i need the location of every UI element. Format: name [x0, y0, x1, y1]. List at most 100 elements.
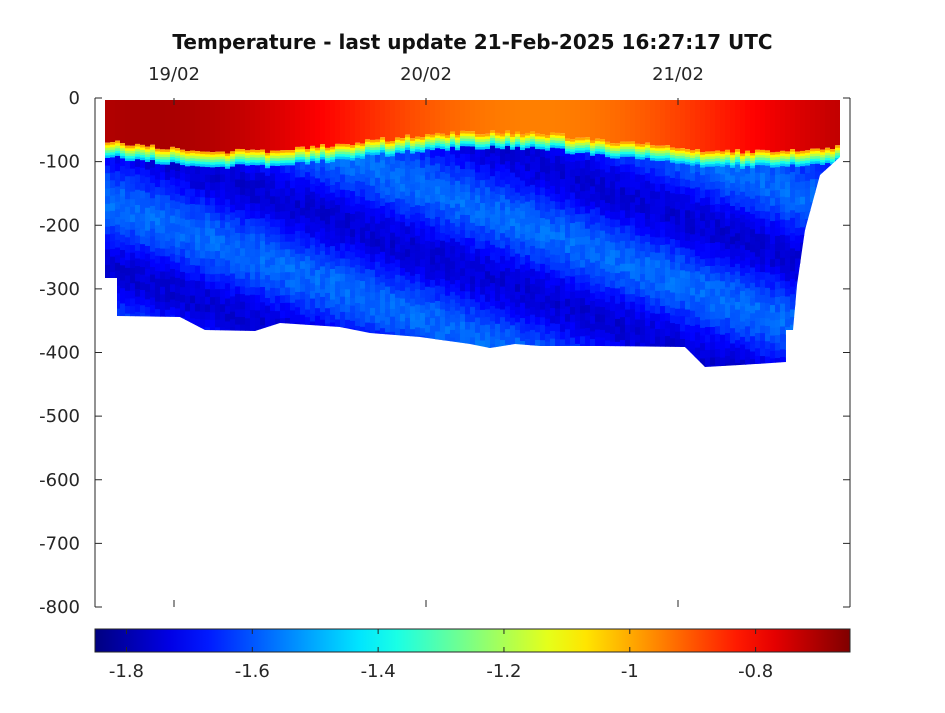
heatmap-cell [515, 284, 521, 293]
heatmap-cell [275, 303, 281, 312]
heatmap-cell [245, 295, 251, 304]
heatmap-cell [780, 280, 786, 289]
heatmap-cell [365, 261, 371, 270]
heatmap-cell [465, 222, 471, 231]
heatmap-cell [305, 164, 311, 173]
heatmap-cell [620, 371, 626, 379]
heatmap-cell [265, 290, 271, 299]
heatmap-cell [595, 268, 601, 277]
heatmap-cell [490, 145, 496, 154]
heatmap-cell [420, 244, 426, 253]
heatmap-cell [585, 282, 591, 291]
heatmap-cell [330, 154, 336, 158]
heatmap-cell [160, 309, 166, 318]
heatmap-cell [475, 172, 481, 181]
heatmap-cell [475, 187, 481, 196]
heatmap-cell [660, 321, 666, 330]
heatmap-cell [385, 332, 391, 341]
heatmap-cell [365, 152, 371, 156]
heatmap-cell [765, 280, 771, 289]
heatmap-cell [405, 279, 411, 288]
heatmap-cell [440, 294, 446, 303]
heatmap-cell [260, 162, 266, 166]
heatmap-cell [635, 342, 641, 351]
heatmap-cell [520, 211, 526, 220]
heatmap-cell [480, 139, 486, 143]
heatmap-cell [790, 217, 796, 227]
heatmap-cell [240, 225, 246, 234]
heatmap-cell [130, 237, 136, 246]
heatmap-cell [525, 171, 531, 180]
heatmap-cell [150, 343, 156, 352]
heatmap-cell [730, 162, 736, 166]
heatmap-cell [420, 139, 426, 143]
heatmap-cell [180, 264, 186, 273]
heatmap-cell [180, 187, 186, 197]
heatmap-cell [195, 326, 201, 335]
heatmap-cell [485, 149, 491, 158]
heatmap-cell [275, 227, 281, 236]
heatmap-cell [250, 203, 256, 212]
heatmap-cell [575, 244, 581, 253]
heatmap-cell [595, 368, 601, 376]
heatmap-cell [270, 196, 276, 205]
heatmap-cell [305, 340, 311, 349]
heatmap-cell [140, 274, 146, 283]
heatmap-cell [155, 248, 161, 257]
heatmap-cell [665, 290, 671, 299]
heatmap-cell [585, 190, 591, 199]
heatmap-cell [275, 280, 281, 289]
heatmap-cell [470, 253, 476, 262]
heatmap-cell [110, 203, 116, 212]
heatmap-cell [800, 273, 806, 282]
heatmap-cell [560, 270, 566, 279]
heatmap-cell [345, 167, 351, 176]
heatmap-cell [585, 147, 591, 151]
heatmap-cell [395, 160, 401, 169]
heatmap-cell [765, 150, 771, 154]
heatmap-cell [590, 150, 596, 154]
heatmap-cell [515, 261, 521, 270]
heatmap-cell [535, 100, 541, 134]
heatmap-cell [195, 357, 201, 366]
heatmap-cell [410, 298, 416, 307]
heatmap-cell [270, 280, 276, 289]
heatmap-cell [425, 144, 431, 148]
heatmap-cell [605, 264, 611, 273]
heatmap-cell [420, 358, 426, 367]
heatmap-cell [525, 354, 531, 363]
heatmap-cell [725, 188, 731, 197]
heatmap-cell [270, 234, 276, 243]
heatmap-cell [370, 216, 376, 225]
heatmap-cell [705, 159, 711, 163]
heatmap-cell [610, 272, 616, 282]
heatmap-cell [530, 360, 536, 367]
heatmap-cell [695, 324, 701, 333]
heatmap-cell [320, 296, 326, 306]
heatmap-cell [625, 217, 631, 227]
heatmap-cell [430, 234, 436, 243]
heatmap-cell [155, 355, 161, 364]
heatmap-cell [120, 188, 126, 198]
heatmap-cell [560, 146, 566, 150]
heatmap-cell [495, 262, 501, 271]
heatmap-cell [695, 278, 701, 288]
heatmap-cell [125, 148, 131, 152]
heatmap-cell [585, 243, 591, 253]
heatmap-cell [700, 297, 706, 306]
heatmap-cell [750, 282, 756, 291]
heatmap-cell [295, 246, 301, 255]
heatmap-cell [335, 250, 341, 259]
heatmap-cell [450, 253, 456, 262]
heatmap-cell [670, 147, 676, 151]
heatmap-cell [325, 152, 331, 157]
heatmap-cell [785, 151, 791, 155]
heatmap-cell [170, 261, 176, 270]
heatmap-cell [575, 168, 581, 177]
heatmap-cell [315, 300, 321, 309]
heatmap-cell [670, 292, 676, 301]
heatmap-cell [510, 348, 516, 357]
heatmap-cell [315, 247, 321, 256]
heatmap-cell [545, 140, 551, 144]
heatmap-cell [405, 310, 411, 319]
